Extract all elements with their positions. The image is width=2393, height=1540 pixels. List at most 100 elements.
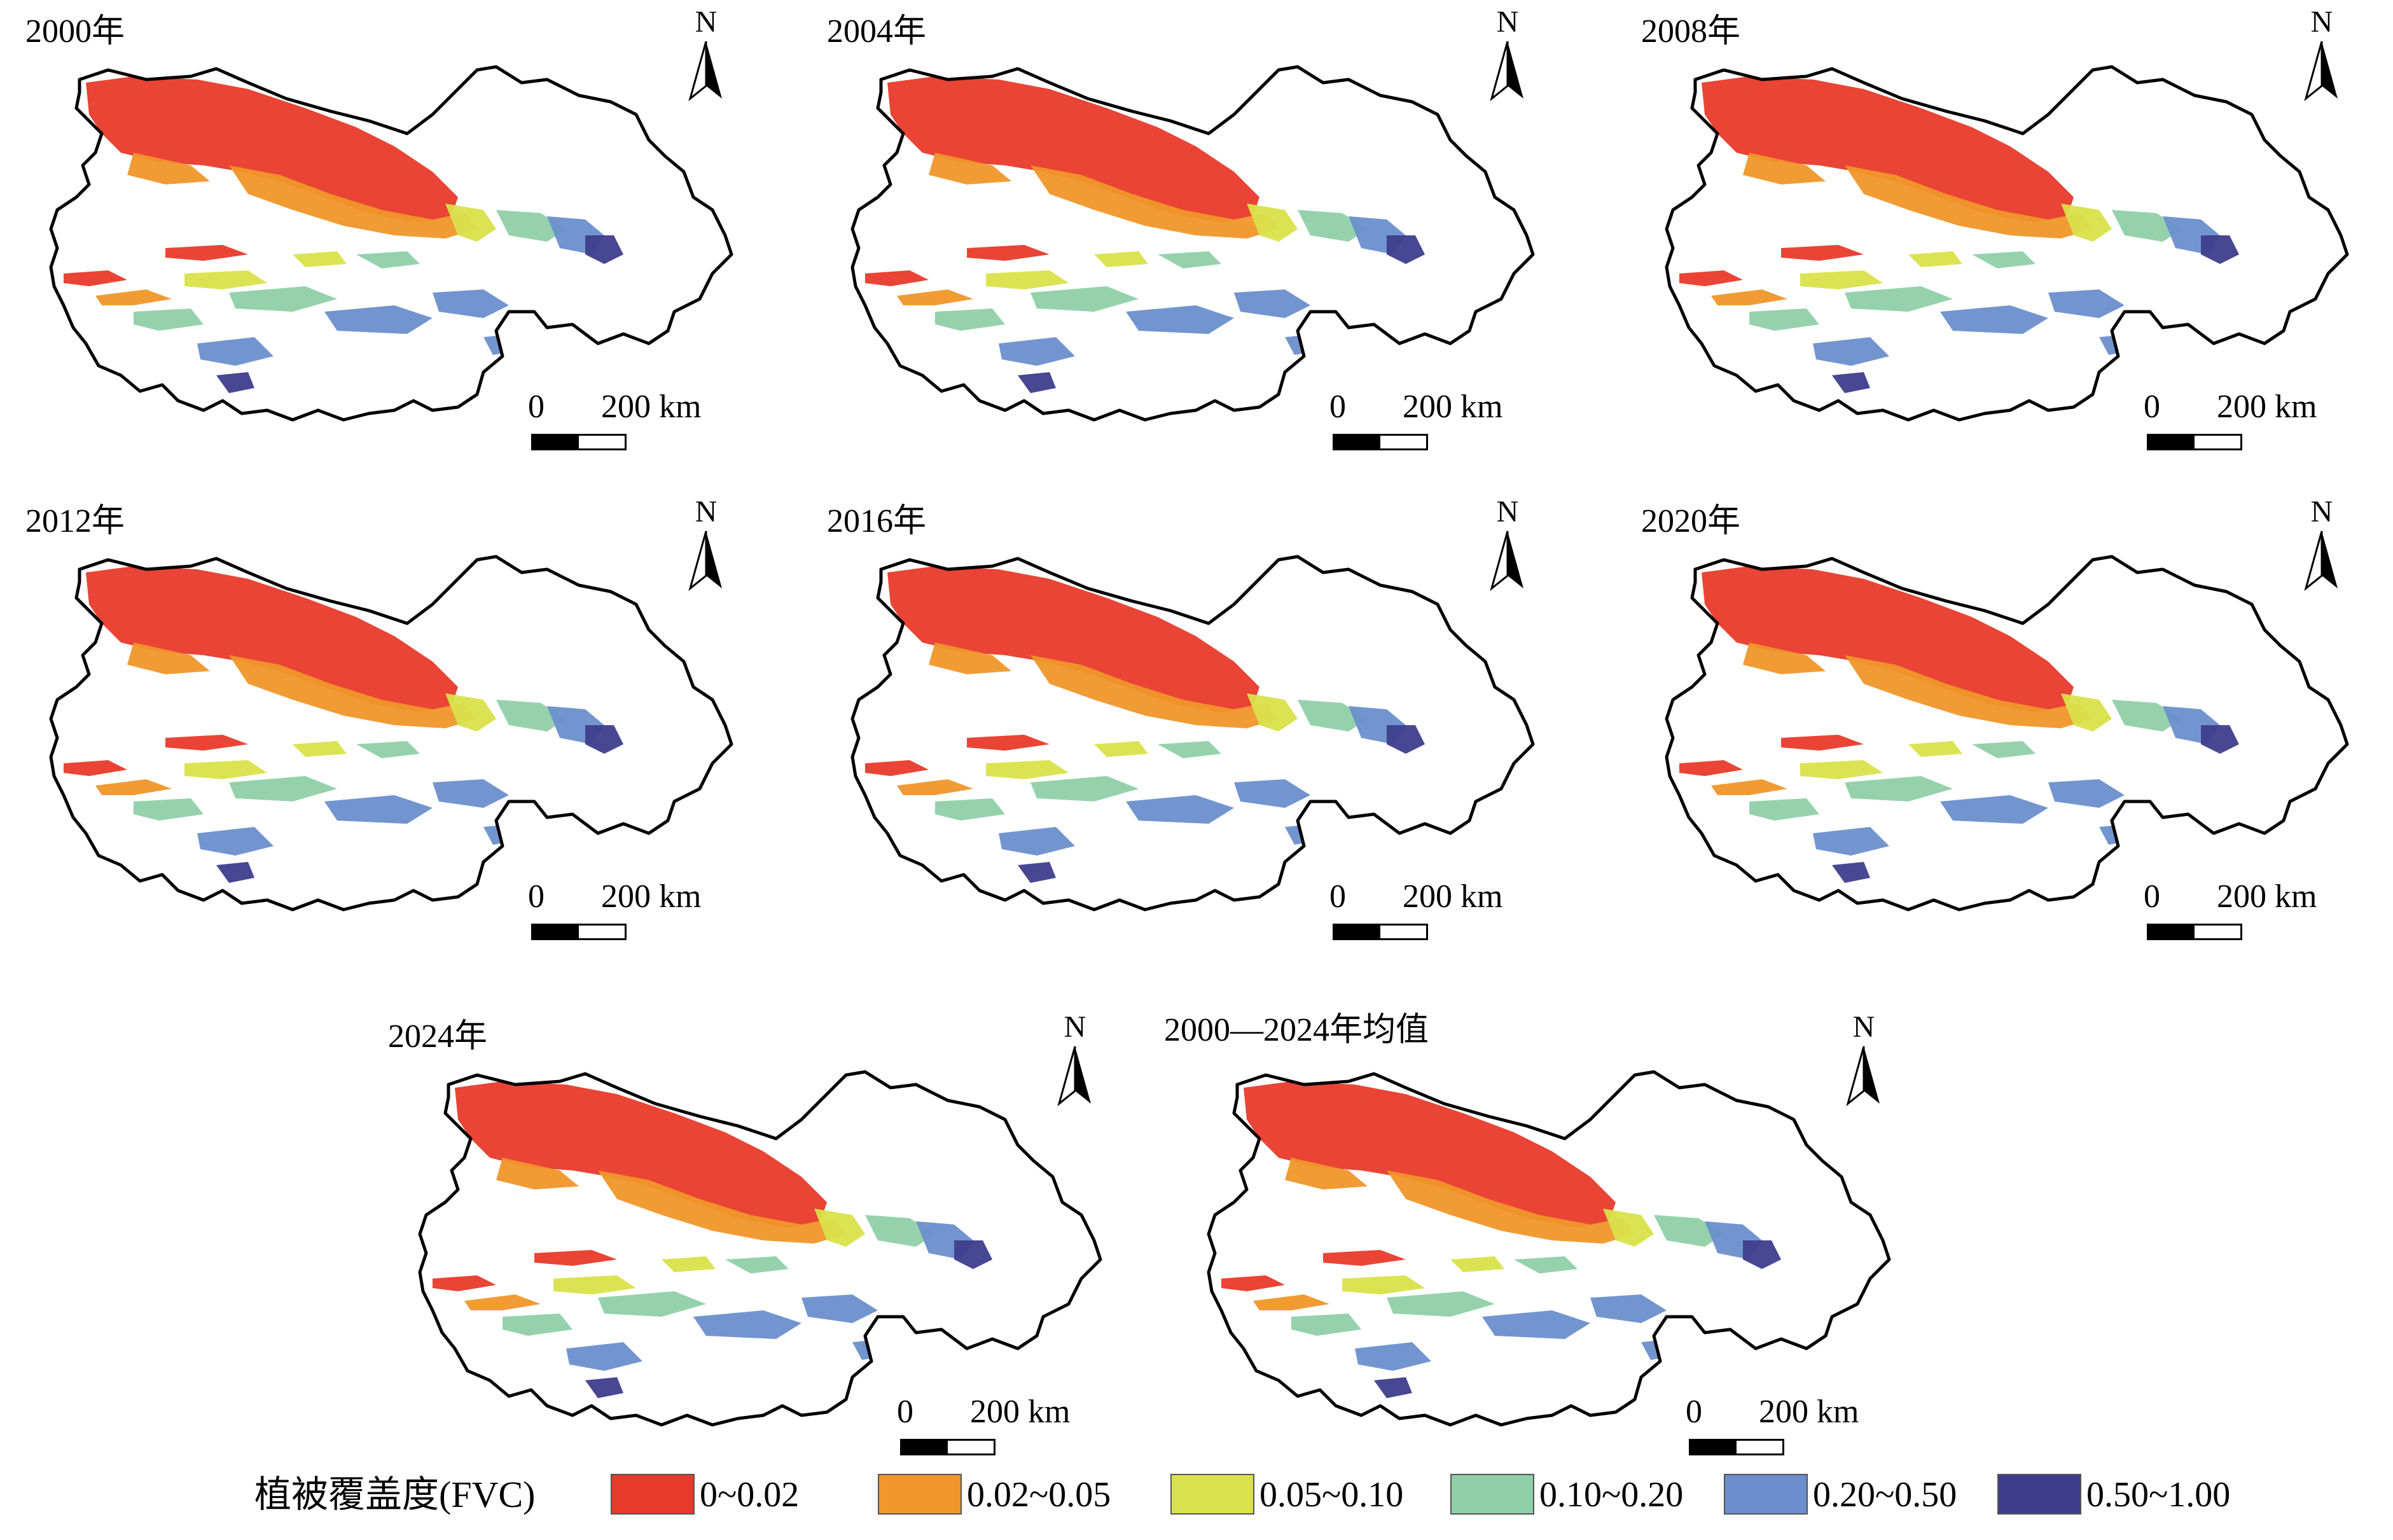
fvc-patch-class-2 [293, 741, 347, 757]
north-arrow-icon: N [2299, 496, 2344, 592]
legend-label-5: 0.50~1.00 [2086, 1475, 2231, 1515]
fvc-patch-class-4 [693, 1310, 801, 1339]
fvc-map [1207, 1070, 1891, 1427]
fvc-patch-class-1 [1845, 655, 2093, 728]
fvc-patch-class-4 [2048, 289, 2125, 318]
north-arrow-icon: N [1485, 496, 1530, 592]
fvc-patch-class-3 [1654, 1215, 1724, 1247]
scale-bar-graphic [531, 434, 627, 450]
fvc-patch-class-3 [496, 210, 566, 242]
fvc-patch-class-1 [1743, 642, 1826, 674]
fvc-patch-class-1 [1387, 1170, 1635, 1244]
fvc-patch-class-2 [184, 760, 267, 779]
legend-label-0: 0~0.02 [700, 1475, 800, 1515]
fvc-patch-class-3 [1030, 286, 1139, 312]
fvc-patch-class-4 [433, 779, 509, 808]
fvc-patch-class-3 [229, 286, 337, 312]
fvc-patch-class-2 [1094, 741, 1148, 757]
scale-bar-graphic [2147, 434, 2242, 450]
fvc-map [49, 65, 733, 422]
fvc-patch-class-2 [814, 1209, 865, 1247]
legend-label-3: 0.10~0.20 [1539, 1475, 1684, 1515]
fvc-patch-class-0 [1781, 245, 1864, 261]
scale-bar: 0 200 km [2144, 878, 2334, 948]
fvc-patch-class-4 [1590, 1294, 1667, 1323]
fvc-patch-class-0 [887, 566, 1259, 712]
fvc-patch-class-0 [1323, 1250, 1406, 1266]
fvc-patch-class-0 [1221, 1275, 1285, 1291]
fvc-patch-class-2 [2061, 693, 2112, 732]
fvc-patch-class-2 [1800, 760, 1883, 779]
scale-bar: 0 200 km [1686, 1393, 1876, 1463]
north-arrow-icon: N [2299, 6, 2344, 102]
legend-swatch-2 [1170, 1474, 1254, 1515]
province-boundary [850, 65, 1535, 422]
fvc-patch-class-0 [967, 735, 1050, 751]
fvc-patch-class-0 [887, 76, 1259, 223]
fvc-patch-class-2 [1450, 1256, 1504, 1272]
scale-bar-graphic [1333, 434, 1428, 450]
scale-bar: 0 200 km [2144, 388, 2334, 458]
fvc-patch-class-5 [585, 725, 623, 754]
map-panel-4: 2016年 N 0 200 km [814, 490, 1565, 948]
province-boundary [49, 555, 733, 912]
scale-zero-label: 0 [1329, 878, 1346, 915]
fvc-patch-class-0 [1679, 270, 1743, 286]
fvc-patch-class-1 [929, 642, 1011, 674]
scale-bar: 0 200 km [528, 878, 719, 948]
fvc-patch-class-1 [496, 1158, 579, 1190]
fvc-patch-class-3 [356, 251, 420, 268]
fvc-patch-class-5 [1743, 1240, 1781, 1269]
fvc-patch-class-3 [1972, 741, 2036, 758]
fvc-patch-class-4 [999, 827, 1075, 856]
fvc-patch-class-3 [1749, 798, 1819, 821]
scale-zero-label: 0 [528, 389, 544, 425]
map-panel-5: 2020年 N 0 200 km [1628, 490, 2379, 948]
fvc-patch-class-2 [986, 270, 1069, 289]
fvc-map [1665, 65, 2349, 422]
fvc-patch-class-0 [86, 566, 458, 712]
north-arrow-icon: N [1053, 1011, 1097, 1107]
scale-zero-label: 0 [1329, 389, 1346, 425]
scale-bar-graphic [1689, 1439, 1784, 1455]
legend-label-1: 0.02~0.05 [967, 1475, 1111, 1515]
north-arrow-glyph [688, 531, 722, 592]
legend-swatch-1 [878, 1474, 962, 1515]
north-arrow-glyph [2304, 531, 2338, 592]
fvc-patch-class-1 [897, 289, 973, 305]
fvc-patch-class-0 [64, 760, 127, 776]
fvc-patch-class-3 [2112, 700, 2182, 732]
map-panel-6: 2024年 N 0 200 km [382, 1005, 1132, 1463]
fvc-patch-class-5 [2201, 725, 2239, 754]
map-panel-0: 2000年 N 0 200 km [13, 0, 763, 458]
north-label: N [1064, 1010, 1086, 1044]
fvc-patch-class-0 [64, 270, 127, 286]
legend-swatch-3 [1450, 1474, 1534, 1515]
panel-title: 2016年 [827, 503, 927, 539]
fvc-map [418, 1070, 1102, 1427]
fvc-map [49, 555, 733, 912]
fvc-patch-class-3 [598, 1291, 706, 1317]
fvc-patch-class-2 [1603, 1209, 1654, 1247]
fvc-patch-class-5 [1018, 862, 1056, 883]
scale-bar: 0 200 km [1329, 388, 1520, 458]
north-label: N [1852, 1010, 1875, 1044]
fvc-patch-class-4 [1355, 1342, 1431, 1371]
panel-title: 2024年 [388, 1018, 488, 1055]
fvc-patch-class-3 [1030, 776, 1139, 801]
scale-distance-label: 200 km [1759, 1394, 1859, 1430]
fvc-patch-class-2 [293, 251, 347, 267]
fvc-patch-class-3 [356, 741, 420, 758]
north-arrow-icon: N [1485, 6, 1530, 102]
fvc-patch-class-2 [184, 270, 267, 289]
north-arrow-glyph [2304, 41, 2338, 102]
fvc-patch-class-2 [986, 760, 1069, 779]
north-label: N [2310, 5, 2333, 39]
fvc-patch-class-1 [1845, 165, 2093, 239]
fvc-patch-class-4 [2048, 779, 2125, 808]
fvc-patch-class-4 [1126, 305, 1234, 334]
scale-distance-label: 200 km [1403, 878, 1503, 915]
province-boundary [850, 555, 1535, 912]
fvc-patch-class-4 [324, 305, 433, 334]
scale-distance-label: 200 km [601, 878, 702, 915]
